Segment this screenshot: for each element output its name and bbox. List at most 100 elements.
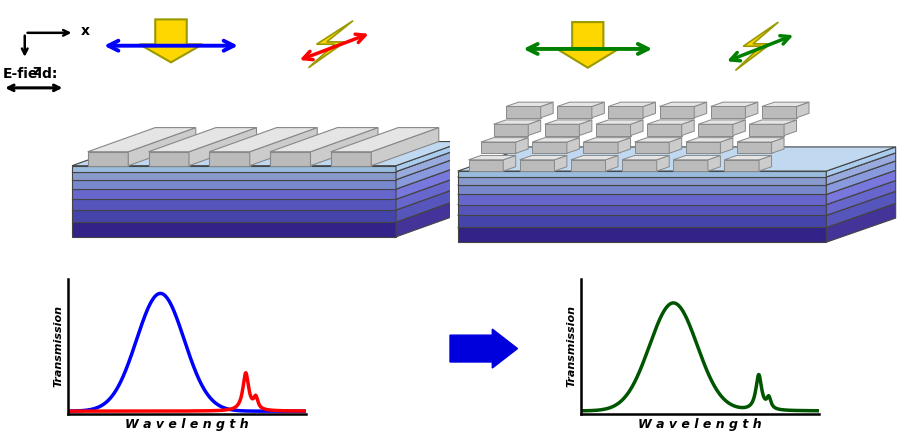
Polygon shape	[733, 120, 745, 136]
Polygon shape	[660, 102, 706, 107]
Polygon shape	[148, 128, 256, 152]
Polygon shape	[148, 152, 189, 166]
Polygon shape	[608, 107, 643, 118]
Polygon shape	[458, 170, 896, 194]
Polygon shape	[458, 204, 896, 227]
Polygon shape	[88, 128, 195, 152]
Polygon shape	[396, 142, 464, 171]
Polygon shape	[458, 161, 896, 185]
Polygon shape	[647, 124, 681, 136]
Polygon shape	[72, 166, 396, 171]
Polygon shape	[784, 120, 796, 136]
Polygon shape	[826, 204, 896, 242]
Polygon shape	[72, 222, 396, 237]
Polygon shape	[481, 138, 528, 142]
Polygon shape	[519, 155, 567, 160]
Polygon shape	[532, 142, 567, 153]
Polygon shape	[673, 160, 708, 171]
Polygon shape	[458, 194, 826, 205]
Polygon shape	[72, 142, 464, 166]
Polygon shape	[541, 102, 554, 118]
Polygon shape	[556, 22, 619, 68]
Polygon shape	[458, 147, 896, 171]
Polygon shape	[544, 124, 580, 136]
Polygon shape	[72, 175, 464, 199]
Polygon shape	[724, 160, 759, 171]
Polygon shape	[210, 128, 318, 152]
Polygon shape	[88, 152, 128, 166]
Polygon shape	[750, 120, 796, 124]
Polygon shape	[481, 142, 516, 153]
Polygon shape	[826, 161, 896, 194]
Polygon shape	[458, 191, 896, 215]
Y-axis label: Transmission: Transmission	[53, 305, 63, 388]
Polygon shape	[724, 155, 771, 160]
Polygon shape	[72, 199, 396, 210]
Polygon shape	[735, 22, 778, 71]
Polygon shape	[618, 138, 631, 153]
Polygon shape	[686, 138, 733, 142]
Polygon shape	[516, 138, 528, 153]
Polygon shape	[270, 128, 378, 152]
Polygon shape	[458, 185, 826, 194]
Polygon shape	[657, 155, 670, 171]
Text: z: z	[33, 64, 40, 78]
Polygon shape	[571, 160, 606, 171]
Polygon shape	[698, 120, 745, 124]
Polygon shape	[519, 160, 554, 171]
Polygon shape	[458, 171, 826, 177]
Polygon shape	[458, 177, 826, 185]
Polygon shape	[189, 128, 256, 166]
Polygon shape	[660, 107, 694, 118]
Polygon shape	[396, 155, 464, 189]
Polygon shape	[737, 142, 771, 153]
Polygon shape	[673, 155, 720, 160]
Polygon shape	[567, 138, 580, 153]
Polygon shape	[331, 152, 371, 166]
Polygon shape	[72, 186, 464, 210]
Polygon shape	[681, 120, 694, 136]
Polygon shape	[532, 138, 580, 142]
Polygon shape	[647, 120, 694, 124]
Polygon shape	[694, 102, 706, 118]
Polygon shape	[310, 128, 378, 166]
Polygon shape	[396, 165, 464, 199]
Polygon shape	[506, 102, 554, 107]
Polygon shape	[72, 165, 464, 189]
Polygon shape	[750, 124, 784, 136]
Polygon shape	[396, 148, 464, 180]
Text: E-field:: E-field:	[2, 68, 58, 81]
Polygon shape	[72, 171, 396, 180]
Polygon shape	[571, 155, 618, 160]
Y-axis label: Transmission: Transmission	[566, 305, 576, 388]
Polygon shape	[771, 138, 784, 153]
Polygon shape	[458, 153, 896, 177]
Polygon shape	[72, 198, 464, 222]
Polygon shape	[469, 160, 503, 171]
Polygon shape	[622, 160, 657, 171]
Polygon shape	[210, 152, 250, 166]
Polygon shape	[761, 102, 809, 107]
Polygon shape	[72, 148, 464, 171]
Polygon shape	[309, 21, 353, 68]
Polygon shape	[761, 107, 796, 118]
Polygon shape	[503, 155, 516, 171]
Polygon shape	[458, 215, 826, 227]
Polygon shape	[72, 189, 396, 199]
Polygon shape	[557, 102, 604, 107]
Polygon shape	[458, 227, 826, 242]
Polygon shape	[554, 155, 567, 171]
X-axis label: W a v e l e n g t h: W a v e l e n g t h	[125, 418, 248, 431]
Polygon shape	[72, 210, 396, 222]
Polygon shape	[250, 128, 318, 166]
Polygon shape	[708, 155, 720, 171]
X-axis label: W a v e l e n g t h: W a v e l e n g t h	[638, 418, 761, 431]
Polygon shape	[606, 155, 618, 171]
Polygon shape	[634, 142, 670, 153]
Polygon shape	[331, 128, 439, 152]
Polygon shape	[140, 19, 202, 62]
Polygon shape	[128, 128, 195, 166]
Polygon shape	[826, 170, 896, 205]
Polygon shape	[469, 155, 516, 160]
Polygon shape	[711, 107, 745, 118]
